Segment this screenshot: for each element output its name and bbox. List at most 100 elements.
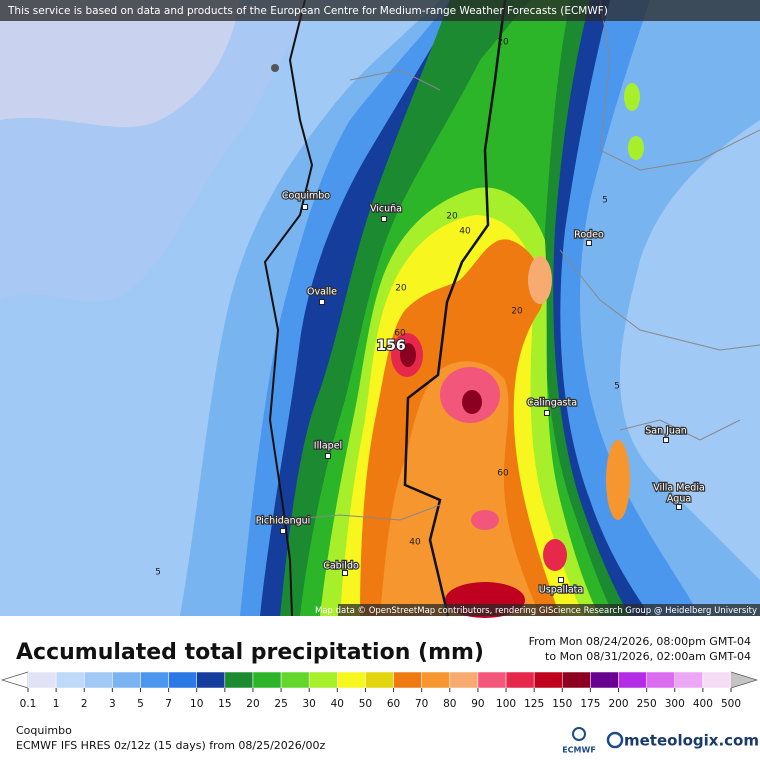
contour-label: 5 [614, 382, 620, 392]
colorbar-swatch [140, 671, 169, 689]
contour-label: 40 [459, 227, 471, 237]
place-dot [676, 504, 682, 510]
colorbar-swatch [55, 671, 85, 689]
colorbar-label: 400 [693, 698, 713, 710]
colorbar-swatch [477, 671, 507, 689]
colorbar-label: 60 [387, 698, 400, 710]
colorbar-label: 50 [359, 698, 372, 710]
colorbar-label: 175 [580, 698, 600, 710]
contour-label: 60 [394, 329, 406, 339]
colorbar-swatch [337, 671, 366, 689]
precip-area [628, 136, 644, 160]
colorbar-swatch [449, 671, 479, 689]
precip-area [462, 390, 482, 414]
precipitation-map [0, 0, 760, 618]
place-dot [544, 410, 550, 416]
precip-area [528, 256, 552, 304]
colorbar-swatch [27, 671, 57, 689]
contour-label: 5 [602, 196, 608, 206]
contour-label: 20 [497, 38, 509, 48]
colorbar-swatch [618, 671, 647, 689]
legend-title: Accumulated total precipitation (mm) [16, 640, 484, 665]
banner: This service is based on data and produc… [7, 5, 608, 17]
contour-label: 20 [511, 307, 523, 317]
colorbar-swatch [112, 671, 141, 689]
colorbar-label: 10 [190, 698, 203, 710]
colorbar-swatch [83, 671, 113, 689]
location: Coquimbo [16, 724, 72, 737]
colorbar-swatch [646, 671, 676, 689]
ecmwf-icon [572, 727, 586, 741]
banner-background [0, 0, 760, 21]
colorbar-swatch [308, 671, 338, 689]
colorbar-swatch [421, 671, 451, 689]
colorbar-label: 1 [53, 698, 60, 710]
date-to: to Mon 08/31/2026, 02:00am GMT-04 [545, 650, 751, 663]
precip-area [543, 539, 567, 571]
colorbar-label: 30 [303, 698, 316, 710]
place-dot [342, 570, 348, 576]
colorbar-swatch [252, 671, 282, 689]
contour-label: 40 [409, 538, 421, 548]
colorbar-swatch [562, 671, 591, 689]
precip-area [400, 343, 416, 367]
attribution: Map data © OpenStreetMap contributors, r… [315, 606, 757, 616]
colorbar: 0.1 1 2 3 5 7 10 15 20 25 30 40 50 60 70 80 90 100 125 150 1… [0, 671, 759, 710]
colorbar-swatch [280, 671, 310, 689]
place-label: San Juan [645, 426, 687, 437]
region-border [279, 0, 760, 521]
precip-area [624, 83, 640, 111]
colorbar-label: 0.1 [20, 698, 37, 710]
colorbar-swatch [590, 671, 619, 689]
colorbar-swatch [505, 671, 535, 689]
colorbar-label: 150 [552, 698, 572, 710]
colorbar-swatch [365, 671, 394, 689]
place-dot [381, 216, 387, 222]
model-info: ECMWF IFS HRES 0z/12z (15 days) from 08/… [16, 739, 326, 752]
place-dot [586, 240, 592, 246]
place-label: Coquimbo [282, 191, 330, 202]
colorbar-below [0, 671, 29, 689]
colorbar-label: 70 [415, 698, 428, 710]
contour-label: 20 [446, 212, 458, 222]
colorbar-label: 80 [443, 698, 456, 710]
colorbar-label: 250 [637, 698, 657, 710]
colorbar-label: 25 [274, 698, 287, 710]
place-label: Pichidangui [256, 516, 311, 527]
colorbar-label: 90 [471, 698, 484, 710]
place-dot [558, 577, 564, 583]
place-dot [663, 437, 669, 443]
colorbar-swatch [168, 671, 197, 689]
colorbar-swatch [196, 671, 226, 689]
ecmwf-logo: ECMWF [562, 727, 596, 755]
brand-logo[interactable]: meteologix.com [606, 731, 759, 750]
colorbar-label: 40 [331, 698, 344, 710]
colorbar-label: 100 [496, 698, 516, 710]
colorbar-label: 15 [218, 698, 231, 710]
place-label: Ovalle [307, 287, 337, 298]
attribution-background [338, 604, 760, 616]
place-dot [325, 453, 331, 459]
precip-area [380, 361, 540, 616]
marker [271, 64, 279, 72]
place-label: Illapel [314, 441, 342, 452]
colorbar-swatch [224, 671, 254, 689]
brand[interactable]: meteologix.com [624, 732, 759, 750]
contour-label: 5 [155, 568, 161, 578]
colorbar-label: 2 [81, 698, 88, 710]
place-label: Uspallata [539, 585, 583, 596]
colorbar-above [730, 671, 759, 689]
colorbar-label: 200 [608, 698, 628, 710]
place-label: Rodeo [574, 230, 604, 241]
precip-area [471, 510, 499, 530]
colorbar-swatch [674, 671, 704, 689]
colorbar-label: 5 [137, 698, 144, 710]
brand-icon [606, 731, 624, 749]
colorbar-label: 7 [165, 698, 172, 710]
colorbar-label: 20 [246, 698, 259, 710]
place-dot [280, 528, 286, 534]
border [403, 0, 507, 617]
